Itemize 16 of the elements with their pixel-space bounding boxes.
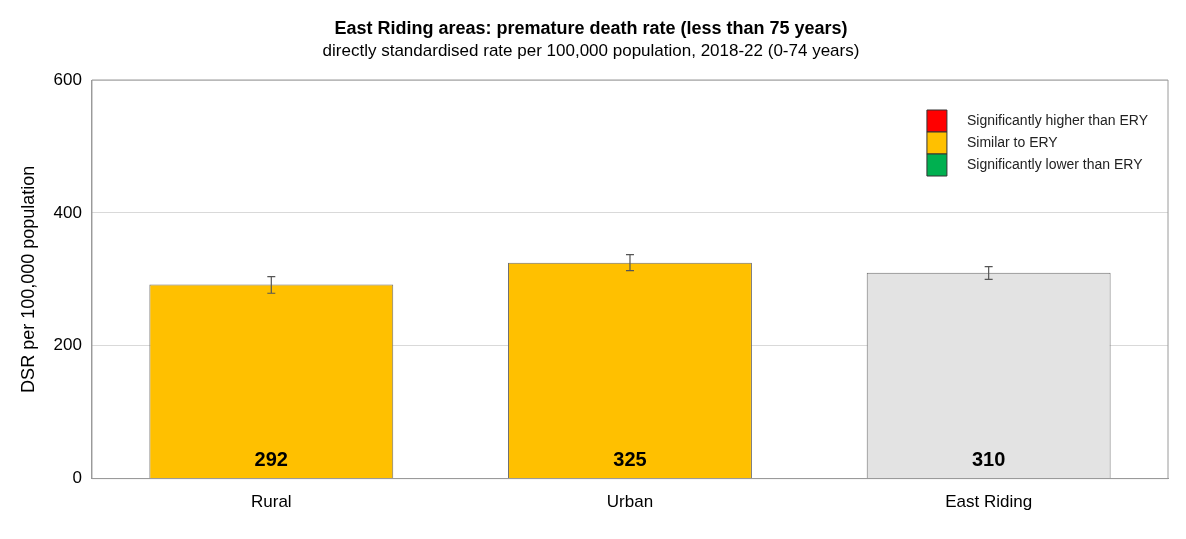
y-tick-label: 400 [53,202,82,222]
legend-label: Significantly lower than ERY [966,155,1144,172]
data-label: 292 [254,448,288,471]
y-axis-title: DSR per 100,000 population [17,165,38,393]
chart-title: East Riding areas: premature death rate (less than 75 years) [334,17,848,38]
x-tick-label: East Riding [945,492,1033,512]
data-label: 310 [971,448,1006,471]
x-tick-label: Rural [250,492,292,512]
y-tick-label: 600 [53,69,82,89]
legend-label: Significantly higher than ERY [966,111,1149,128]
chart-subtitle: directly standardised rate per 100,000 population, 2018-22 (0-74 years) [322,41,860,61]
legend-label: Similar to ERY [966,133,1059,150]
y-tick-label: 0 [72,468,82,488]
x-tick-label: Urban [606,492,654,512]
y-tick-label: 200 [53,335,82,355]
data-label: 325 [613,448,647,471]
